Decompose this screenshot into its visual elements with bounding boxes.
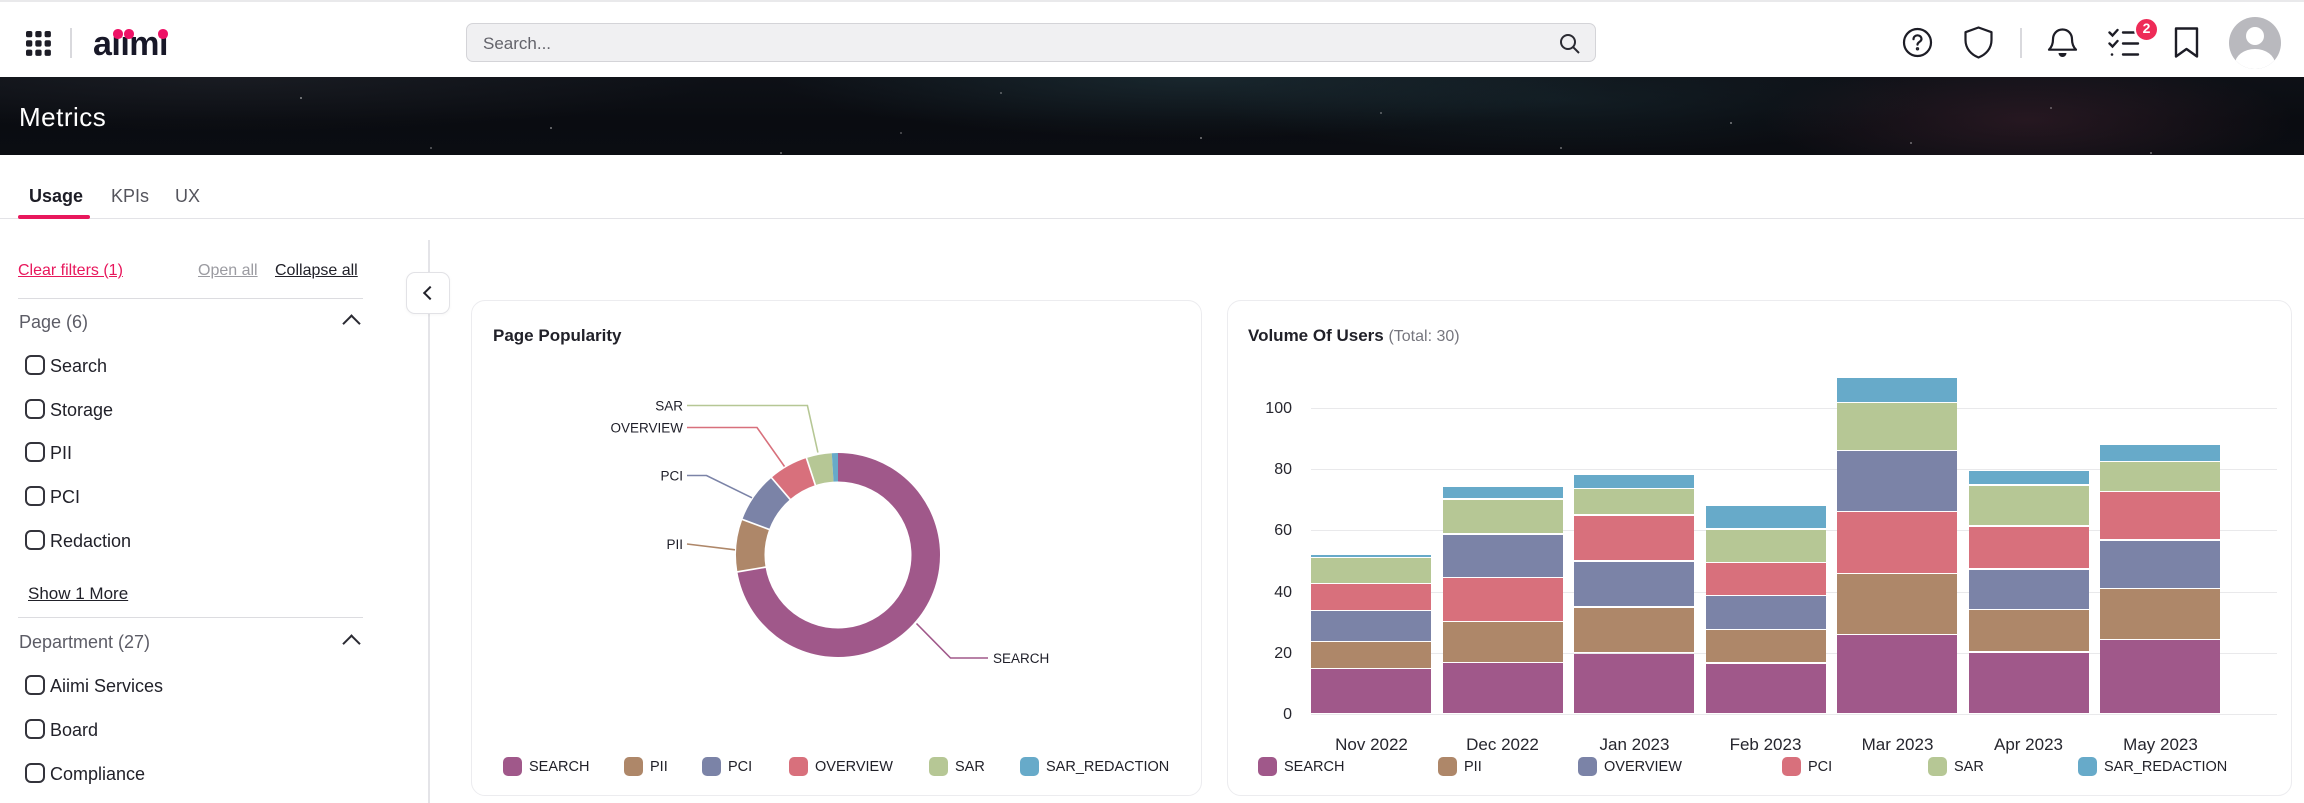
svg-text:PII: PII [666,537,683,552]
svg-text:SEARCH: SEARCH [993,651,1049,666]
svg-text:OVERVIEW: OVERVIEW [610,421,683,436]
svg-text:SAR: SAR [655,399,683,414]
svg-text:PCI: PCI [660,469,683,484]
